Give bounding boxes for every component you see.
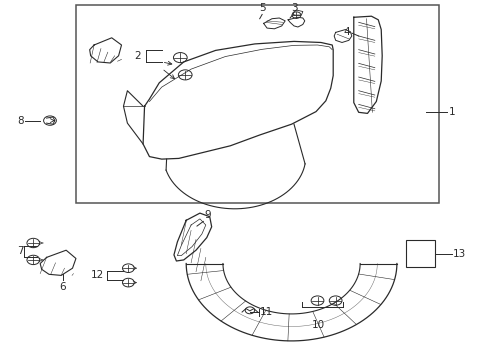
Text: 4: 4 [343,27,350,37]
Text: 11: 11 [260,307,273,318]
Text: 1: 1 [449,107,456,117]
Text: 3: 3 [291,3,297,13]
Text: 6: 6 [59,282,66,292]
Text: 12: 12 [91,270,104,280]
Text: 8: 8 [17,116,24,126]
Text: 7: 7 [17,246,24,256]
Text: 5: 5 [259,3,266,13]
Text: 9: 9 [205,210,212,220]
Text: 13: 13 [453,249,466,259]
Text: 2: 2 [134,51,141,61]
Text: 10: 10 [312,320,325,330]
Bar [76,5,439,203]
Bar [406,240,435,267]
